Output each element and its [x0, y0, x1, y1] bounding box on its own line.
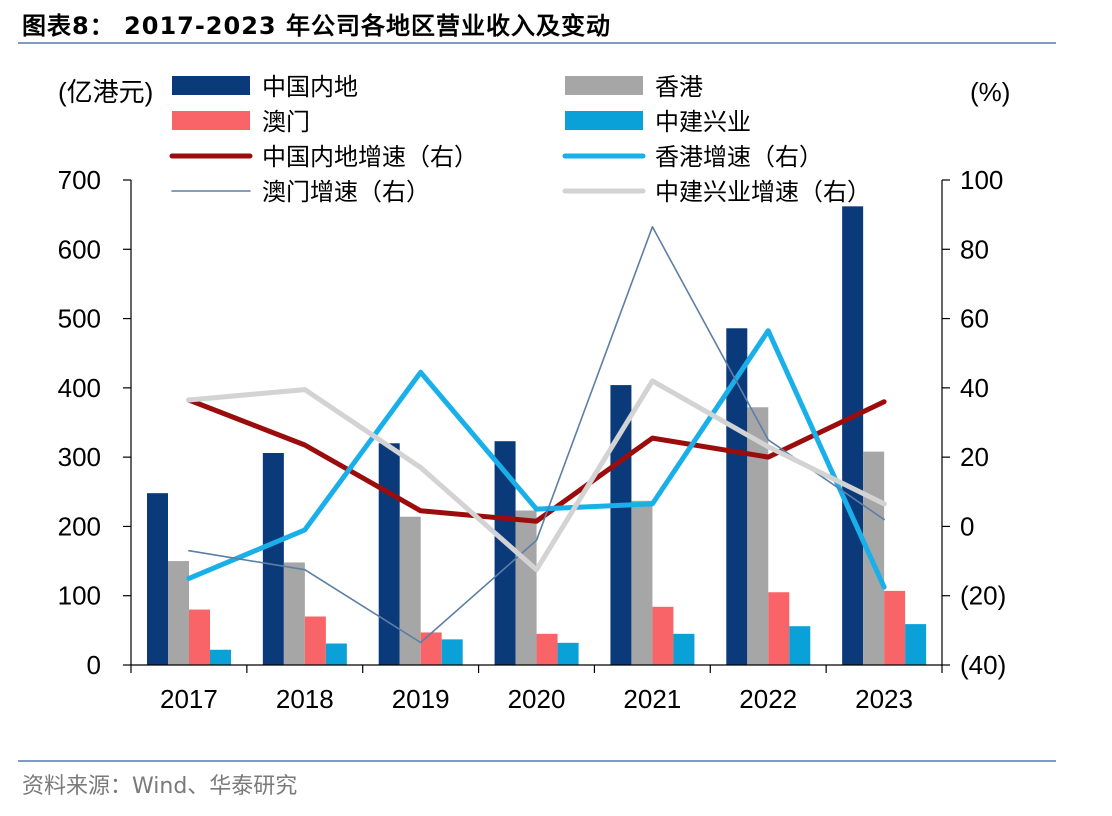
source-note: 资料来源：Wind、华泰研究	[22, 774, 298, 799]
legend-swatch-香港	[565, 76, 643, 95]
title-divider	[18, 42, 1056, 44]
x-tick-label: 2017	[160, 684, 218, 714]
y-tick-label-right: 0	[960, 511, 974, 541]
legend-swatch-中建兴业	[565, 111, 643, 130]
bar-香港-2017	[168, 561, 189, 665]
x-tick-label: 2020	[508, 684, 566, 714]
bar-香港-2020	[515, 510, 537, 665]
line-澳门增速（右）	[188, 226, 885, 644]
bar-中国内地-2018	[262, 452, 284, 665]
bar-中建兴业-2021	[673, 633, 695, 665]
legend-swatch-中国内地	[172, 76, 250, 95]
y-tick-label-right: 60	[960, 304, 989, 334]
y-tick-label-left: 200	[58, 511, 101, 541]
bar-中国内地-2022	[726, 328, 748, 665]
bar-澳门-2021	[652, 606, 674, 665]
bar-中建兴业-2019	[441, 639, 463, 665]
lines-layer	[186, 226, 887, 644]
bar-中国内地-2020	[494, 441, 516, 665]
bar-澳门-2018	[304, 616, 326, 665]
bar-中建兴业-2020	[557, 642, 579, 665]
bar-中国内地-2023	[842, 206, 864, 666]
legend-label-中建兴业: 中建兴业	[655, 108, 751, 136]
bar-中国内地-2017	[147, 493, 168, 665]
y-axis-label-left: (亿港元)	[58, 77, 153, 107]
footer-divider	[18, 760, 1056, 762]
y-tick-label-right: (20)	[960, 581, 1006, 611]
y-tick-label-left: 100	[58, 581, 101, 611]
bar-中建兴业-2022	[789, 626, 811, 665]
bar-澳门-2022	[768, 592, 790, 665]
y-tick-label-right: 100	[960, 165, 1003, 195]
bar-中建兴业-2018	[325, 643, 347, 665]
y-tick-label-left: 500	[58, 304, 101, 334]
legend-label-中建兴业增速（右）: 中建兴业增速（右）	[655, 178, 871, 206]
y-tick-label-right: 20	[960, 442, 989, 472]
line-中国内地增速（右）	[186, 397, 887, 524]
legend-label-香港增速（右）: 香港增速（右）	[655, 143, 823, 171]
chart-canvas: 0 100 200 300 400 500 600 700 (40) (20) 0 20 40 60 80 1…	[58, 73, 1011, 714]
y-tick-label-right: (40)	[960, 650, 1006, 680]
bar-中建兴业-2017	[210, 649, 231, 665]
bar-中国内地-2019	[378, 443, 400, 665]
legend-label-澳门增速（右）: 澳门增速（右）	[262, 178, 430, 206]
y-tick-label-left: 300	[58, 442, 101, 472]
bar-香港-2019	[399, 516, 421, 665]
x-tick-label: 2021	[623, 684, 681, 714]
bar-中国内地-2021	[610, 385, 632, 665]
y-tick-label-left: 700	[58, 165, 101, 195]
bars-layer	[147, 206, 927, 666]
bar-香港-2018	[283, 562, 305, 665]
bar-香港-2021	[631, 500, 653, 665]
y-tick-label-left: 0	[87, 650, 101, 680]
bar-澳门-2023	[884, 590, 906, 665]
bar-澳门-2019	[420, 632, 442, 665]
y-axis-label-right: (%)	[970, 77, 1010, 107]
bar-澳门-2020	[536, 633, 558, 665]
x-tick-label: 2019	[392, 684, 450, 714]
line-中建兴业增速（右）	[186, 378, 887, 573]
bar-中建兴业-2023	[905, 624, 927, 665]
x-tick-label: 2023	[855, 684, 913, 714]
legend-label-中国内地增速（右）: 中国内地增速（右）	[262, 143, 478, 171]
legend-label-香港: 香港	[655, 73, 703, 101]
y-tick-label-left: 400	[58, 373, 101, 403]
chart-title: 图表8： 2017-2023 年公司各地区营业收入及变动	[22, 12, 611, 40]
legend-swatch-澳门	[172, 111, 250, 130]
y-tick-label-left: 600	[58, 234, 101, 264]
axes-layer: 0 100 200 300 400 500 600 700 (40) (20) 0 20 40 60 80 1…	[58, 77, 1011, 714]
bar-澳门-2017	[189, 609, 210, 665]
x-tick-label: 2022	[739, 684, 797, 714]
bar-香港-2022	[747, 407, 769, 665]
x-tick-label: 2018	[276, 684, 334, 714]
line-香港增速（右）	[186, 328, 887, 590]
y-tick-label-right: 80	[960, 234, 989, 264]
y-tick-label-right: 40	[960, 373, 989, 403]
legend-label-澳门: 澳门	[262, 108, 310, 136]
legend-label-中国内地: 中国内地	[262, 73, 358, 101]
